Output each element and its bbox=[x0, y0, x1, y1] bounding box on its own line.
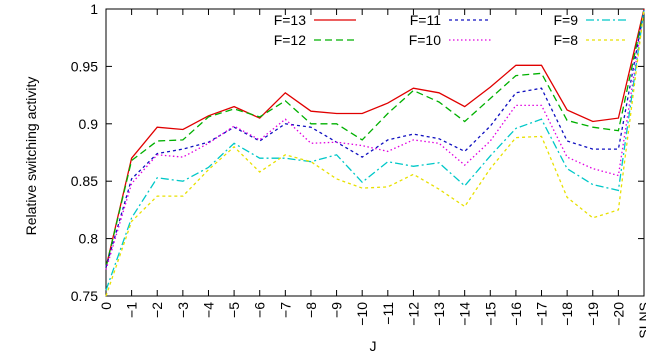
x-tick-label: −3 bbox=[175, 302, 191, 318]
series-line bbox=[105, 10, 645, 297]
x-tick-label: −13 bbox=[431, 302, 447, 326]
axes: 0.75 0.8 0.85 0.9 0.95 1 0 −1 −2 −3 −4 −5 −6 −7 −8 −9 −1… bbox=[71, 1, 646, 339]
x-tick-label: −1 bbox=[124, 302, 140, 318]
x-tick-label: 0 bbox=[98, 302, 114, 310]
y-tick-label: 0.95 bbox=[71, 58, 98, 74]
x-tick-label: −4 bbox=[200, 302, 216, 318]
legend-label: F=13 bbox=[274, 12, 307, 28]
legend: F=13 F=12 F=11 F=10 F=9 F=8 bbox=[274, 12, 628, 48]
x-tick-label: −19 bbox=[585, 302, 601, 326]
series-line bbox=[105, 10, 645, 291]
legend-label: F=10 bbox=[409, 32, 442, 48]
x-tick-label: −2 bbox=[149, 302, 165, 318]
y-tick-label: 0.75 bbox=[71, 288, 98, 304]
series-line bbox=[105, 8, 645, 268]
series-group bbox=[105, 8, 645, 297]
legend-label: F=9 bbox=[553, 12, 578, 28]
x-tick-label: −16 bbox=[508, 302, 524, 326]
x-axis-label: J bbox=[370, 338, 377, 354]
x-tick-label: −6 bbox=[252, 302, 268, 318]
legend-label: F=12 bbox=[274, 32, 307, 48]
x-tick-label: −10 bbox=[354, 302, 370, 326]
x-tick-label: −5 bbox=[226, 302, 242, 318]
x-tick-label: −8 bbox=[303, 302, 319, 318]
x-tick-label: −17 bbox=[534, 302, 550, 326]
y-tick-label: 0.85 bbox=[71, 173, 98, 189]
series-line bbox=[105, 9, 645, 268]
x-tick-label: −15 bbox=[482, 302, 498, 326]
legend-label: F=8 bbox=[553, 32, 578, 48]
x-tick-label: −20 bbox=[610, 302, 626, 326]
x-tick-label: −14 bbox=[457, 302, 473, 326]
x-tick-label: SLNS bbox=[636, 302, 646, 339]
series-line bbox=[105, 10, 645, 270]
x-tick-label: −11 bbox=[380, 302, 396, 325]
y-tick-label: 1 bbox=[90, 1, 98, 17]
y-axis-label: Relative switching activity bbox=[23, 77, 39, 236]
series-line bbox=[105, 9, 645, 268]
x-tick-label: −7 bbox=[277, 302, 293, 318]
plot-frame bbox=[105, 8, 645, 297]
x-tick-label: −9 bbox=[329, 302, 345, 318]
legend-label: F=11 bbox=[410, 12, 441, 28]
x-tick-label: −18 bbox=[559, 302, 575, 326]
y-tick-label: 0.9 bbox=[79, 116, 99, 132]
y-tick-label: 0.8 bbox=[79, 231, 99, 247]
x-tick-label: −12 bbox=[405, 302, 421, 326]
